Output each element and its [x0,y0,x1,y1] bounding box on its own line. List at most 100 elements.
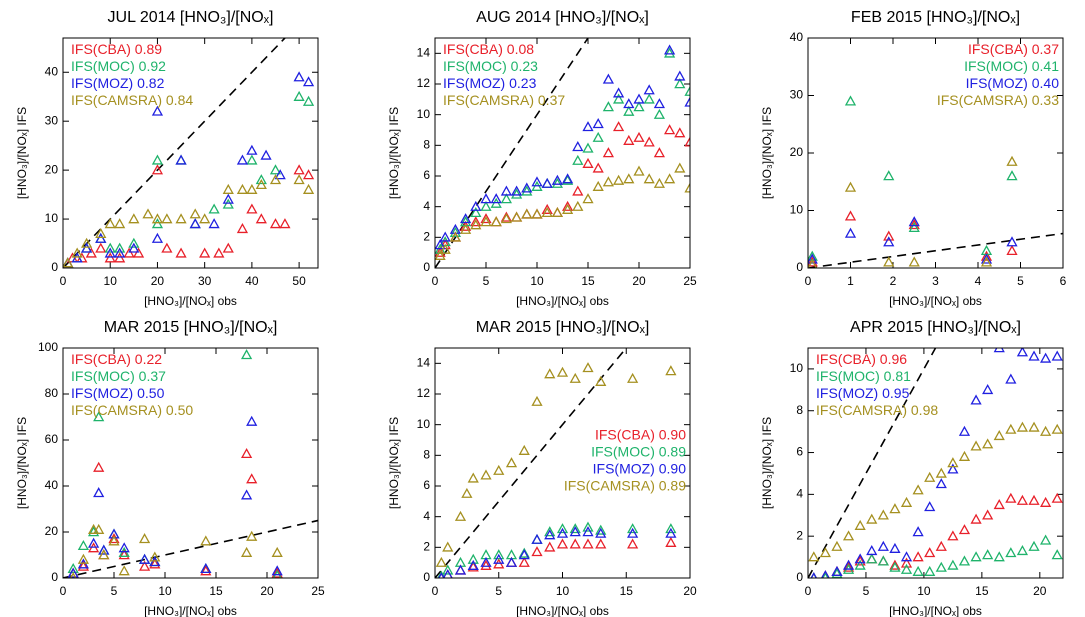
marker [842,530,855,541]
marker [674,78,686,89]
y-tick-label: 40 [45,64,59,78]
marker [908,221,920,232]
marker [684,182,690,193]
marker [883,170,895,181]
legend-entry: IFS(MOZ) 0.82 [71,75,165,91]
marker [437,570,446,578]
panel-title: MAR 2015 [HNO₃]/[NOₓ] [104,319,278,336]
marker [643,93,655,104]
marker [470,216,482,227]
marker [467,553,479,564]
marker [521,182,533,193]
legend-entry: IFS(MOZ) 0.95 [816,385,910,401]
marker [663,44,676,55]
legend-entry: IFS(CAMSRA) 0.50 [71,402,193,418]
panel: APR 2015 [HNO₃]/[NOₓ] [HNO₃]/[NOₓ] obs [HN… [760,319,1064,617]
marker [924,547,936,558]
marker [980,253,993,264]
legend-name: IFS(CAMSRA) [564,477,655,493]
y-tick-label: 2 [423,230,430,244]
legend-name: IFS(CBA) [443,41,503,57]
marker [612,93,625,104]
marker [1005,373,1017,384]
legend-name: IFS(MOZ) [71,75,133,91]
marker [982,509,994,520]
marker [104,242,116,253]
marker [480,193,492,204]
x-tick-label: 20 [1033,584,1047,598]
marker [1051,549,1063,560]
y-tick-label: 6 [423,478,430,492]
marker [808,256,818,267]
legend-entry: IFS(MOC) 0.81 [816,368,911,384]
marker [269,174,282,185]
marker [490,193,502,204]
marker [935,561,947,572]
marker [883,230,895,241]
legend-entry: IFS(CBA) 0.08 [443,41,534,57]
legend-entry: IFS(CBA) 0.89 [71,41,162,57]
x-tick-label: 30 [198,274,212,288]
x-tick-label: 2 [890,274,897,288]
marker [454,510,467,521]
marker [592,180,604,191]
marker [93,411,105,422]
x-tick-label: 5 [1017,274,1024,288]
marker [900,563,913,574]
marker [643,84,655,95]
legend-correlation: 0.89 [659,477,686,493]
marker [674,127,686,138]
marker [104,218,116,229]
legend-correlation: 0.92 [139,58,166,74]
marker [442,569,453,578]
marker [551,177,564,188]
axes-frame [434,37,691,269]
marker [541,177,553,188]
plot-area [63,349,318,578]
marker [71,252,83,263]
marker [842,561,855,572]
marker [175,247,187,258]
marker [500,185,513,196]
legend-correlation: 0.81 [884,368,911,384]
marker [627,538,639,549]
marker [602,101,615,112]
marker [439,243,451,254]
x-tick-label: 5 [483,274,490,288]
marker [470,219,482,230]
marker [674,162,686,173]
marker [142,208,154,219]
y-tick-label: 10 [790,203,804,217]
y-tick-label: 10 [417,107,431,121]
y-tick-label: 4 [423,509,430,523]
marker [623,134,635,145]
marker [510,211,523,222]
marker [222,198,234,209]
marker [980,256,993,267]
x-tick-label: 10 [158,584,172,598]
legend-correlation: 0.50 [137,385,164,401]
marker [551,206,564,218]
marker [663,47,676,58]
marker [461,487,473,498]
marker [118,542,130,553]
legend-entry: IFS(CBA) 0.96 [816,351,907,367]
marker [449,226,462,237]
marker [912,551,924,562]
legend-correlation: 0.41 [1032,58,1059,74]
marker [200,535,212,546]
legend-correlation: 0.90 [659,426,686,442]
marker [240,546,253,557]
marker [935,478,947,489]
marker [236,223,249,234]
marker [582,538,594,549]
marker [293,164,305,175]
marker [521,185,533,196]
marker [665,365,677,376]
marker [98,549,110,560]
y-tick-label: 8 [423,138,430,152]
marker [1016,421,1029,432]
marker [831,540,843,551]
marker [541,206,553,218]
